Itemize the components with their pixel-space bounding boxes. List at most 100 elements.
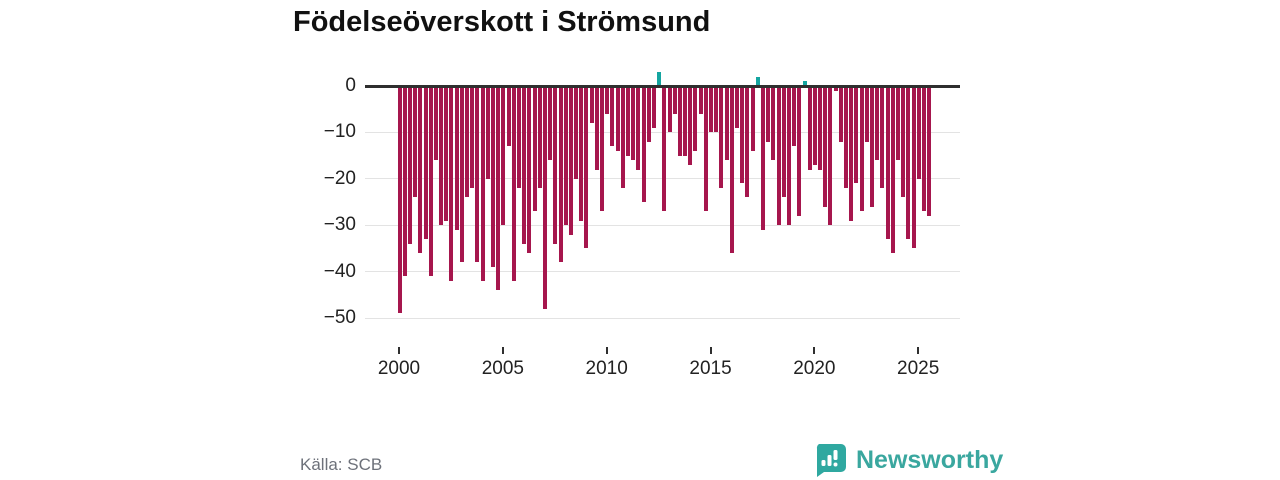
bar-2016-Q2 <box>735 86 739 128</box>
x-axis-tick-label: 2010 <box>585 358 628 379</box>
bar-2011-Q3 <box>636 86 641 170</box>
bar-2003-Q3 <box>470 86 475 189</box>
y-axis-tick-label: −30 <box>323 214 356 236</box>
bar-2024-Q2 <box>901 86 906 198</box>
bar-2023-Q1 <box>875 86 880 161</box>
bar-2005-Q1 <box>501 86 506 226</box>
bar-2007-Q1 <box>542 86 547 309</box>
bar-2009-Q1 <box>584 86 589 249</box>
bar-2011-Q4 <box>641 86 646 202</box>
bar-2016-Q4 <box>745 86 750 198</box>
bar-2017-Q2 <box>755 76 760 86</box>
bar-2015-Q3 <box>719 86 724 189</box>
bar-2018-Q4 <box>786 86 791 226</box>
x-axis-tick-label: 2025 <box>897 358 940 379</box>
bar-2013-Q2 <box>672 86 677 114</box>
bar-2019-Q1 <box>792 86 797 147</box>
bar-2015-Q4 <box>724 86 729 161</box>
bar-2024-Q4 <box>911 86 916 249</box>
gridline <box>365 271 960 273</box>
bar-2000-Q2 <box>402 86 407 277</box>
bar-2014-Q3 <box>698 86 703 114</box>
bar-2019-Q3 <box>802 81 807 86</box>
brand-logo: Newsworthy <box>813 443 1003 477</box>
bar-2007-Q3 <box>553 86 558 244</box>
x-axis-zero-line <box>365 84 960 88</box>
x-axis-tick-mark <box>398 347 400 354</box>
y-axis-tick-label: −10 <box>323 121 356 143</box>
bar-2014-Q1 <box>688 86 693 165</box>
y-axis-tick-label: −40 <box>323 260 356 282</box>
bar-2008-Q1 <box>563 86 568 226</box>
bar-2004-Q2 <box>485 86 490 179</box>
bar-2018-Q1 <box>771 86 776 161</box>
bar-2008-Q2 <box>568 86 573 235</box>
bar-2020-Q1 <box>812 86 817 165</box>
bar-2010-Q4 <box>620 86 625 189</box>
bar-2020-Q3 <box>823 86 828 207</box>
bar-2017-Q1 <box>750 86 755 151</box>
bar-2009-Q4 <box>600 86 604 212</box>
x-axis-tick-mark <box>813 347 816 354</box>
bar-2023-Q2 <box>880 86 885 189</box>
bar-chart-speech-bubble-icon <box>813 443 847 477</box>
bar-2012-Q4 <box>662 86 667 212</box>
gridline <box>365 317 960 319</box>
bar-2022-Q1 <box>854 86 859 184</box>
bar-2015-Q1 <box>709 86 713 133</box>
bar-2021-Q1 <box>833 86 838 91</box>
bar-2025-Q2 <box>921 86 926 212</box>
bar-2014-Q4 <box>703 86 708 212</box>
bar-2016-Q3 <box>740 86 745 184</box>
bar-2019-Q2 <box>797 86 802 216</box>
bar-2008-Q4 <box>579 86 584 221</box>
bar-2001-Q3 <box>428 86 433 277</box>
bar-2023-Q3 <box>885 86 890 240</box>
chart-title: Födelseöverskott i Strömsund <box>293 6 711 38</box>
bar-2005-Q2 <box>506 86 511 147</box>
y-axis-tick-label: 0 <box>345 75 356 96</box>
bar-2010-Q2 <box>610 86 615 147</box>
bar-2024-Q1 <box>895 86 900 161</box>
bar-2004-Q4 <box>496 86 501 291</box>
bar-2012-Q1 <box>646 86 651 142</box>
x-axis-tick-mark <box>501 347 504 354</box>
x-axis-tick-label: 2020 <box>793 358 836 379</box>
bar-2016-Q1 <box>729 86 734 253</box>
bar-2018-Q2 <box>776 86 781 226</box>
bar-2009-Q2 <box>589 86 594 124</box>
bar-2020-Q4 <box>828 86 833 226</box>
bar-2000-Q3 <box>407 86 412 244</box>
bar-2022-Q4 <box>870 86 874 207</box>
bar-2006-Q1 <box>522 86 527 244</box>
bar-2012-Q3 <box>657 72 662 86</box>
bar-2001-Q2 <box>423 86 428 240</box>
bar-2008-Q3 <box>574 86 578 179</box>
x-axis-tick-label: 2000 <box>377 358 421 379</box>
bar-2013-Q1 <box>667 86 672 133</box>
bar-2012-Q2 <box>651 86 656 128</box>
x-axis-tick-mark <box>709 347 712 354</box>
bar-2020-Q2 <box>818 86 823 170</box>
bar-2007-Q2 <box>548 86 553 161</box>
x-axis-tick-mark <box>917 347 920 354</box>
bar-2001-Q1 <box>418 86 423 253</box>
bar-2022-Q3 <box>864 86 869 142</box>
source-note: Källa: SCB <box>300 455 383 474</box>
bar-2021-Q4 <box>849 86 854 221</box>
bar-2001-Q4 <box>433 86 438 161</box>
x-axis-tick-mark <box>605 347 608 354</box>
bar-2017-Q3 <box>760 86 765 230</box>
bar-2025-Q3 <box>927 86 932 216</box>
bar-2002-Q2 <box>444 86 449 221</box>
bar-2015-Q2 <box>714 86 719 133</box>
bar-2000-Q4 <box>413 86 418 198</box>
brand-name: Newsworthy <box>856 445 1004 474</box>
bar-2006-Q3 <box>532 86 537 212</box>
gridline <box>365 224 960 226</box>
bar-2025-Q1 <box>916 86 921 179</box>
bar-2006-Q4 <box>537 86 542 189</box>
bar-2021-Q2 <box>838 86 843 142</box>
